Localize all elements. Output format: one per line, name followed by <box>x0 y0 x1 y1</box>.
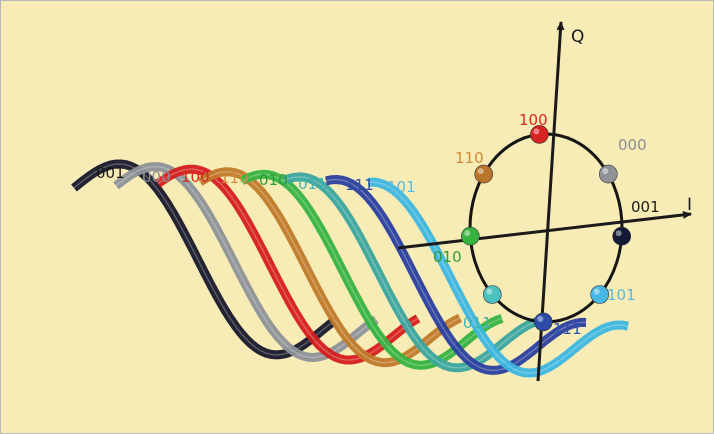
point-label-000: 000 <box>618 136 647 154</box>
waveform-ribbon <box>367 177 629 378</box>
constellation-point <box>612 226 632 246</box>
constellation-point-highlight <box>477 168 484 175</box>
wave-labels: 001 000 100 110 010 011 111 101 <box>96 164 416 196</box>
waveform-ribbon <box>155 164 421 365</box>
constellation-point <box>474 164 494 184</box>
constellation-point-highlight <box>593 288 600 295</box>
q-axis-label: Q <box>571 27 584 47</box>
constellation-point-highlight <box>464 230 471 237</box>
constellation-point-highlight <box>615 230 622 237</box>
constellation-point-highlight <box>602 168 609 175</box>
wave-label-7: 111 <box>345 176 374 194</box>
constellation-point <box>460 226 480 246</box>
point-label-010: 010 <box>433 248 462 266</box>
wave-label-2: 000 <box>142 168 171 186</box>
point-label-101: 101 <box>607 286 636 304</box>
waveform-ribbons <box>71 159 629 378</box>
constellation-point-highlight <box>533 128 540 135</box>
wave-label-6: 011 <box>298 175 327 193</box>
i-axis-label: I <box>687 195 692 215</box>
constellation-diagram: I Q 100 000 110 001 010 101 011 111 <box>397 21 692 382</box>
constellation-point-highlight <box>537 315 544 322</box>
waveform-ribbon-highlight <box>325 178 587 372</box>
waveform-ribbon-highlight <box>283 176 545 369</box>
constellation-point <box>533 312 553 332</box>
point-label-001: 001 <box>631 198 660 216</box>
wave-label-1: 001 <box>96 164 125 182</box>
wave-label-3: 100 <box>181 168 210 186</box>
point-label-011: 011 <box>463 314 492 332</box>
point-label-110: 110 <box>455 149 484 167</box>
point-label-100: 100 <box>519 111 548 129</box>
constellation-point-highlight <box>486 288 493 295</box>
waveform-ribbon-highlight <box>367 181 629 374</box>
constellation-point <box>530 125 549 144</box>
waveform-ribbon <box>282 172 545 373</box>
i-axis <box>397 210 692 250</box>
constellation-point <box>590 285 610 304</box>
wave-label-5: 010 <box>259 171 288 189</box>
waveform-ribbon-highlight <box>157 168 419 361</box>
wave-label-8: 101 <box>387 178 416 196</box>
point-label-111: 111 <box>553 320 582 338</box>
constellation-point <box>598 164 618 184</box>
waveform-ribbon <box>325 175 587 375</box>
wave-label-4: 110 <box>220 169 249 187</box>
constellation-point <box>482 285 502 304</box>
